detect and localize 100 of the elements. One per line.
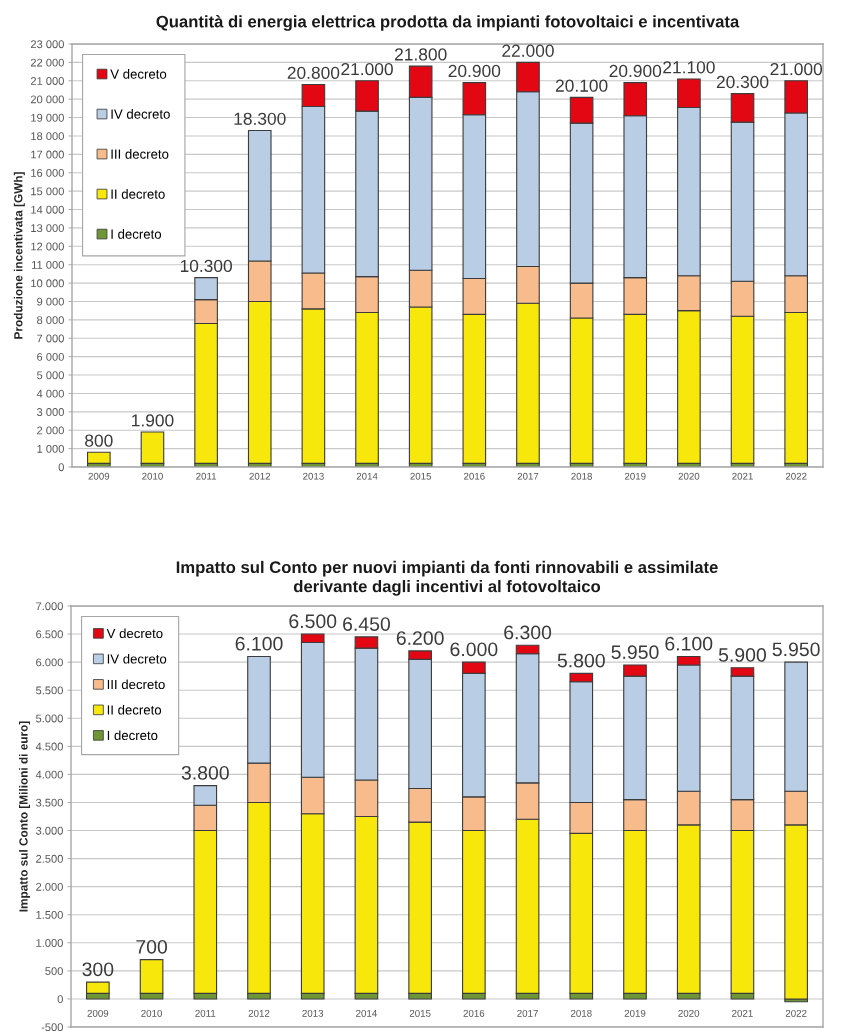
y-tick-label: 7.000 <box>36 602 63 611</box>
x-tick-label: 2017 <box>517 472 539 480</box>
y-tick-label: 22 000 <box>30 58 64 67</box>
y-tick-label: 5 000 <box>37 371 64 380</box>
legend-label: I decreto <box>111 229 162 239</box>
total-label: 700 <box>136 939 168 954</box>
y-tick-label: 15 000 <box>31 187 64 196</box>
x-tick-label: 2009 <box>87 1009 109 1017</box>
total-label: 21.000 <box>770 62 823 76</box>
total-label: 300 <box>82 962 114 977</box>
legend-label: III decreto <box>111 149 169 159</box>
x-tick-label: 2016 <box>463 1009 485 1017</box>
total-label: 1.900 <box>132 414 174 427</box>
y-tick-label: 2.500 <box>36 854 63 863</box>
total-label: 22.000 <box>502 44 554 57</box>
x-tick-label: 2014 <box>356 472 378 480</box>
legend-label: V decreto <box>106 628 163 639</box>
y-tick-label: 21 000 <box>30 77 64 85</box>
legend-label: I decreto <box>107 730 158 741</box>
total-label: 6.000 <box>450 642 498 657</box>
total-label: 18.300 <box>234 112 286 125</box>
x-tick-label: 2012 <box>248 1009 270 1017</box>
total-label: 5.800 <box>557 653 605 668</box>
y-tick-label: 20 000 <box>30 95 64 104</box>
y-tick-label: 13 000 <box>31 224 64 233</box>
y-tick-label: 9 000 <box>37 297 64 306</box>
total-label: 20.800 <box>287 66 340 79</box>
legend-label: IV decreto <box>111 109 170 119</box>
x-tick-label: 2012 <box>249 472 271 480</box>
x-tick-label: 2011 <box>196 472 217 480</box>
legend-label: V decreto <box>110 69 167 79</box>
total-label: 21.000 <box>341 62 393 76</box>
total-label: 5.950 <box>772 642 820 657</box>
x-tick-label: 2009 <box>88 472 110 480</box>
x-tick-label: 2018 <box>571 472 592 480</box>
y-tick-label: -500 <box>41 1023 63 1031</box>
y-tick-label: 16 000 <box>31 169 64 177</box>
total-label: 20.300 <box>716 75 769 89</box>
total-label: 6.300 <box>504 625 552 640</box>
y-tick-label: 1.500 <box>36 911 63 919</box>
total-label: 20.900 <box>448 64 501 78</box>
total-label: 21.100 <box>663 61 715 74</box>
y-tick-label: 3.000 <box>35 826 63 835</box>
x-tick-label: 2017 <box>517 1009 538 1017</box>
y-tick-label: 6.500 <box>36 630 63 639</box>
legend-label: II decreto <box>107 704 162 715</box>
x-tick-label: 2010 <box>141 1009 163 1017</box>
y-tick-label: 18 000 <box>31 132 64 141</box>
legend-label: IV decreto <box>107 653 167 664</box>
y-tick-label: 4 000 <box>36 389 64 398</box>
y-tick-label: 1.000 <box>36 939 63 947</box>
x-tick-label: 2011 <box>195 1009 216 1017</box>
x-tick-label: 2015 <box>409 1009 431 1017</box>
y-tick-label: 8 000 <box>37 316 64 324</box>
total-label: 10.300 <box>180 259 232 273</box>
x-tick-label: 2021 <box>732 1009 753 1017</box>
total-label: 5.900 <box>718 648 766 662</box>
total-label: 21.800 <box>395 48 447 61</box>
x-tick-label: 2020 <box>678 472 700 480</box>
x-tick-label: 2019 <box>624 472 646 480</box>
y-tick-label: 7 000 <box>37 334 64 343</box>
x-tick-label: 2019 <box>624 1009 646 1017</box>
y-tick-label: 5.500 <box>36 686 63 695</box>
y-tick-label: 2 000 <box>37 426 64 435</box>
x-tick-label: 2013 <box>303 472 324 480</box>
y-tick-label: 17 000 <box>31 150 64 159</box>
total-label: 6.100 <box>235 636 283 651</box>
chart-title: Quantità di energia elettrica prodotta da impianti fotovoltaici e incentivata <box>156 15 740 31</box>
y-tick-label: 3.500 <box>35 798 63 807</box>
y-tick-label: 11 000 <box>32 260 64 269</box>
y-tick-label: 23 000 <box>30 40 64 49</box>
y-tick-label: 6.000 <box>36 658 63 667</box>
y-axis-title: Produzione incentivata [GWh] <box>13 172 25 339</box>
y-tick-label: 500 <box>45 967 63 975</box>
x-tick-label: 2010 <box>142 472 163 480</box>
y-tick-label: 0 <box>57 995 63 1004</box>
y-tick-label: 1 000 <box>37 444 64 453</box>
y-tick-label: 19 000 <box>31 113 64 122</box>
x-tick-label: 2014 <box>356 1009 377 1017</box>
total-label: 6.200 <box>396 631 444 645</box>
total-label: 5.950 <box>611 645 659 660</box>
y-tick-label: 3 000 <box>36 408 64 416</box>
total-label: 6.500 <box>289 614 337 629</box>
total-label: 6.450 <box>343 617 390 631</box>
y-tick-label: 12 000 <box>31 242 64 251</box>
x-tick-label: 2022 <box>785 472 807 480</box>
y-tick-label: 4.000 <box>35 770 63 779</box>
legend-label: II decreto <box>111 189 165 199</box>
y-tick-label: 10 000 <box>31 279 64 288</box>
y-axis-title: Impatto sul Conto [Milioni di euro] <box>19 721 30 912</box>
total-label: 800 <box>85 434 113 447</box>
y-tick-label: 14 000 <box>31 205 64 214</box>
y-tick-label: 4.500 <box>35 742 63 751</box>
x-tick-label: 2013 <box>302 1009 324 1017</box>
x-tick-label: 2022 <box>785 1009 807 1017</box>
x-tick-label: 2020 <box>678 1009 700 1017</box>
y-tick-label: 5.000 <box>36 714 63 723</box>
y-tick-label: 2.000 <box>36 882 63 891</box>
x-tick-label: 2018 <box>570 1009 592 1017</box>
x-tick-label: 2021 <box>732 472 753 480</box>
